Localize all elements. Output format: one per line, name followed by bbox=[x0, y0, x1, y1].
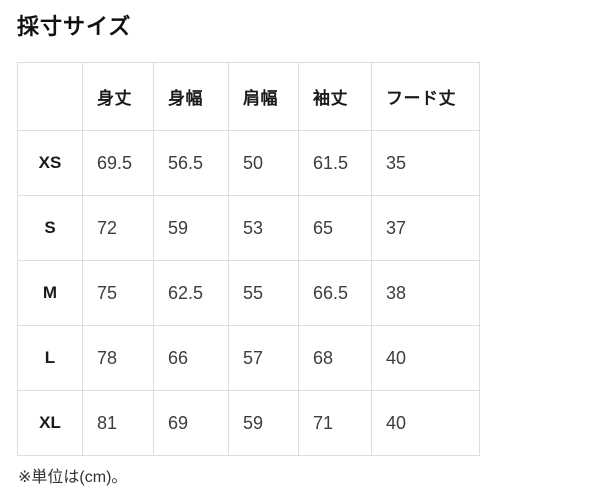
size-label-s: S bbox=[17, 195, 83, 261]
column-header-shoulder-width: 肩幅 bbox=[228, 62, 299, 131]
cell-l-sleeve-length: 68 bbox=[298, 325, 372, 391]
cell-m-body-length: 75 bbox=[82, 260, 154, 326]
cell-s-body-width: 59 bbox=[153, 195, 229, 261]
cell-m-sleeve-length: 66.5 bbox=[298, 260, 372, 326]
table-row-s: S 72 59 53 65 37 bbox=[17, 195, 480, 261]
header-row: 身丈 身幅 肩幅 袖丈 フード丈 bbox=[17, 62, 480, 131]
column-header-hood-length: フード丈 bbox=[371, 62, 480, 131]
cell-l-shoulder-width: 57 bbox=[228, 325, 299, 391]
corner-cell bbox=[17, 62, 83, 131]
cell-xs-hood-length: 35 bbox=[371, 130, 480, 196]
cell-l-body-length: 78 bbox=[82, 325, 154, 391]
size-label-xl: XL bbox=[17, 390, 83, 456]
cell-m-body-width: 62.5 bbox=[153, 260, 229, 326]
cell-s-shoulder-width: 53 bbox=[228, 195, 299, 261]
size-label-xs: XS bbox=[17, 130, 83, 196]
cell-s-hood-length: 37 bbox=[371, 195, 480, 261]
cell-xl-hood-length: 40 bbox=[371, 390, 480, 456]
column-header-body-length: 身丈 bbox=[82, 62, 154, 131]
page-title: 採寸サイズ bbox=[17, 14, 132, 39]
cell-xs-shoulder-width: 50 bbox=[228, 130, 299, 196]
table-row-l: L 78 66 57 68 40 bbox=[17, 325, 480, 391]
cell-s-body-length: 72 bbox=[82, 195, 154, 261]
cell-l-hood-length: 40 bbox=[371, 325, 480, 391]
cell-m-hood-length: 38 bbox=[371, 260, 480, 326]
cell-xs-body-length: 69.5 bbox=[82, 130, 154, 196]
cell-xl-body-width: 69 bbox=[153, 390, 229, 456]
cell-xs-sleeve-length: 61.5 bbox=[298, 130, 372, 196]
column-header-body-width: 身幅 bbox=[153, 62, 229, 131]
size-chart-table: 身丈 身幅 肩幅 袖丈 フード丈 XS 69.5 56.5 50 61.5 35… bbox=[17, 62, 480, 456]
cell-xl-body-length: 81 bbox=[82, 390, 154, 456]
cell-m-shoulder-width: 55 bbox=[228, 260, 299, 326]
column-header-sleeve-length: 袖丈 bbox=[298, 62, 372, 131]
cell-xs-body-width: 56.5 bbox=[153, 130, 229, 196]
cell-xl-shoulder-width: 59 bbox=[228, 390, 299, 456]
size-label-m: M bbox=[17, 260, 83, 326]
size-label-l: L bbox=[17, 325, 83, 391]
unit-note: ※単位は(cm)。 bbox=[18, 469, 128, 486]
cell-l-body-width: 66 bbox=[153, 325, 229, 391]
table-row-xl: XL 81 69 59 71 40 bbox=[17, 390, 480, 456]
cell-s-sleeve-length: 65 bbox=[298, 195, 372, 261]
table-row-xs: XS 69.5 56.5 50 61.5 35 bbox=[17, 130, 480, 196]
cell-xl-sleeve-length: 71 bbox=[298, 390, 372, 456]
table-row-m: M 75 62.5 55 66.5 38 bbox=[17, 260, 480, 326]
